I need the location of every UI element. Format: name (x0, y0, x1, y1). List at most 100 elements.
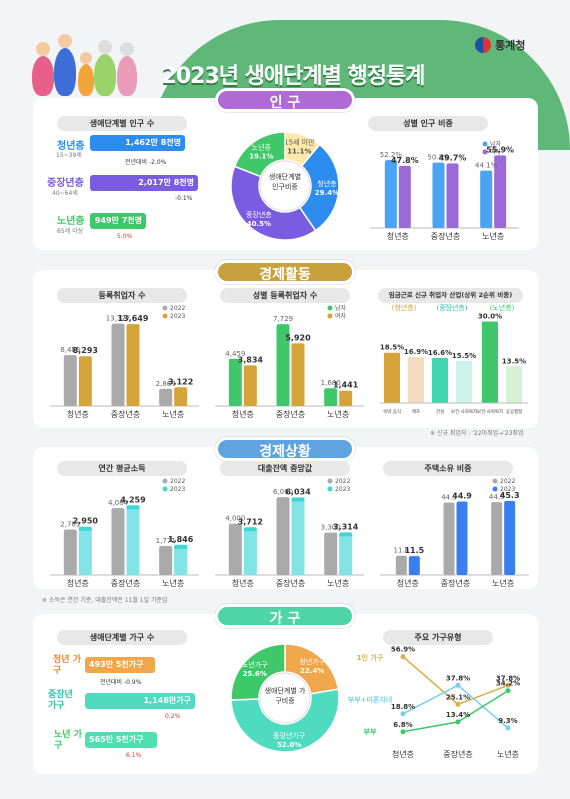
category-label: 노년층 (327, 409, 349, 419)
bar-series2-value: 47.8% (391, 156, 419, 165)
legend-label: 2022 (170, 305, 185, 312)
family-illustration (28, 28, 138, 98)
bar-series2-value: 4,259 (120, 495, 146, 504)
bar-series1 (491, 502, 503, 575)
bar-series1-value: 44.1% (475, 162, 498, 170)
pop-donut-slice (233, 131, 286, 178)
bar-series2-shade (291, 501, 305, 575)
bar-series1-value: 2,867 (156, 380, 176, 388)
bar-series1-value: 4,084 (108, 499, 129, 507)
series-name: 부부 (364, 727, 377, 736)
population-count-title: 생애단계별 인구 수 (57, 116, 187, 131)
bar-series2-value: 13,649 (118, 314, 149, 323)
status-note: ※ 소득은 연간 기준, 대출잔액은 11월 1일 기준임 (42, 597, 168, 604)
hh-donut-slice (230, 643, 286, 701)
hh-youth-value: 493만 5천가구 (89, 660, 144, 669)
industry-title: 임금근로 신규 취업자 산업(상위 2순위 비중) (378, 288, 523, 303)
legend-label: 남자 (490, 140, 502, 148)
pop-senior-name: 노년층 (57, 216, 85, 227)
hh-youth-name: 청년 가구 (53, 655, 81, 676)
category-label: 노년층 (162, 409, 184, 419)
hh-senior-value: 565만 5천가구 (89, 735, 144, 744)
bar-series1-value: 44.5 (489, 493, 505, 501)
bar-series1 (63, 355, 77, 406)
legend-marker (492, 478, 498, 484)
bar-series2 (494, 155, 507, 228)
bar-series2-value: 11.5 (404, 546, 424, 555)
hh-middle-name: 중장년 가구 (48, 690, 73, 711)
series-name: 부부+미혼자녀 (348, 695, 392, 704)
bar-series2-value: 3,834 (238, 355, 264, 364)
legend-label: 2023 (170, 313, 185, 320)
legend-label: 2022 (170, 478, 185, 485)
legend-label: 여자 (490, 148, 502, 156)
category-label: 노년층 (327, 578, 349, 588)
bar-series2-value: 2,950 (73, 517, 99, 526)
category-label: 중장년층 (441, 578, 470, 588)
bar-series1-value: 3,300 (321, 524, 341, 532)
category-label: 중장년층 (443, 749, 472, 759)
bar-series2-value: 5,920 (285, 333, 311, 342)
bar-series1-value: 1,680 (321, 379, 341, 387)
income-title: 연간 평균소득 (57, 461, 187, 476)
pop-donut-slice (298, 143, 340, 232)
series-point (400, 711, 406, 717)
logo: 통계청 (475, 37, 525, 53)
series-value: 37.8% (496, 674, 520, 682)
bar-series1-value: 8,483 (60, 346, 80, 354)
series-value: 25.1% (446, 693, 470, 701)
industry-bar-value: 15.5% (452, 352, 476, 360)
bar-series2 (243, 365, 257, 406)
household-section-title: 가 구 (215, 604, 355, 628)
category-label: 청년층 (67, 409, 89, 419)
household-count-title: 생애단계별 가구 수 (57, 630, 187, 645)
hh-middle-change: 0.2% (165, 713, 181, 720)
bar-series1-value: 2,781 (60, 520, 80, 528)
hh-donut-slice-label: 노년가구 (242, 660, 268, 669)
bar-series2 (398, 165, 411, 228)
category-label: 청년층 (232, 578, 254, 588)
bar-series2 (174, 544, 188, 575)
pop-senior-range: 65세 이상 (57, 228, 84, 235)
hh-donut-slice-value: 25.6% (243, 670, 267, 678)
series-point (400, 729, 406, 735)
bar-series2 (291, 497, 305, 575)
pop-donut-slice-label: 15세 미만 (284, 138, 315, 147)
bar-series2 (126, 324, 140, 406)
bar-series1-value: 6,060 (273, 488, 293, 496)
bar-series1 (276, 324, 290, 406)
legend-marker (482, 141, 488, 147)
pop-donut-slice-value: 11.1% (287, 148, 311, 156)
legend-marker (327, 313, 333, 319)
bar-series2-value: 49.7% (439, 153, 467, 162)
legend-marker (492, 486, 498, 492)
pop-youth-value: 1,462만 8천명 (125, 138, 181, 147)
bar-series1 (228, 358, 242, 406)
pop-youth-bar: 1,462만 8천명 (90, 135, 185, 151)
series-value: 37.8% (446, 674, 470, 682)
bar-series1-value: 7,729 (273, 315, 293, 323)
pop-donut-slice-label: 노년층 (252, 142, 272, 151)
category-label: 중장년층 (431, 231, 460, 241)
bar-series1 (63, 529, 77, 575)
hh-senior-change: 6.1% (126, 752, 142, 759)
series-point (455, 701, 461, 707)
series-point (455, 719, 461, 725)
pop-middle-range: 40~64세 (52, 190, 78, 197)
bar-series1 (395, 555, 407, 575)
housing-title: 주택소유 비중 (383, 461, 513, 476)
bar-series2-shade (126, 509, 140, 575)
series-value: 13.4% (446, 711, 470, 719)
category-label: 노년층 (497, 749, 519, 759)
bar-series1-value: 44.3 (441, 494, 457, 502)
category-label: 청년층 (67, 578, 89, 588)
hh-donut-slice-label: 중장년가구 (273, 731, 306, 740)
bar-series2-value: 55.9% (486, 145, 514, 154)
bar-series2 (339, 390, 353, 406)
industry-bar-label: 제조 (412, 408, 420, 415)
bar-series2-value: 45.3 (500, 491, 520, 500)
